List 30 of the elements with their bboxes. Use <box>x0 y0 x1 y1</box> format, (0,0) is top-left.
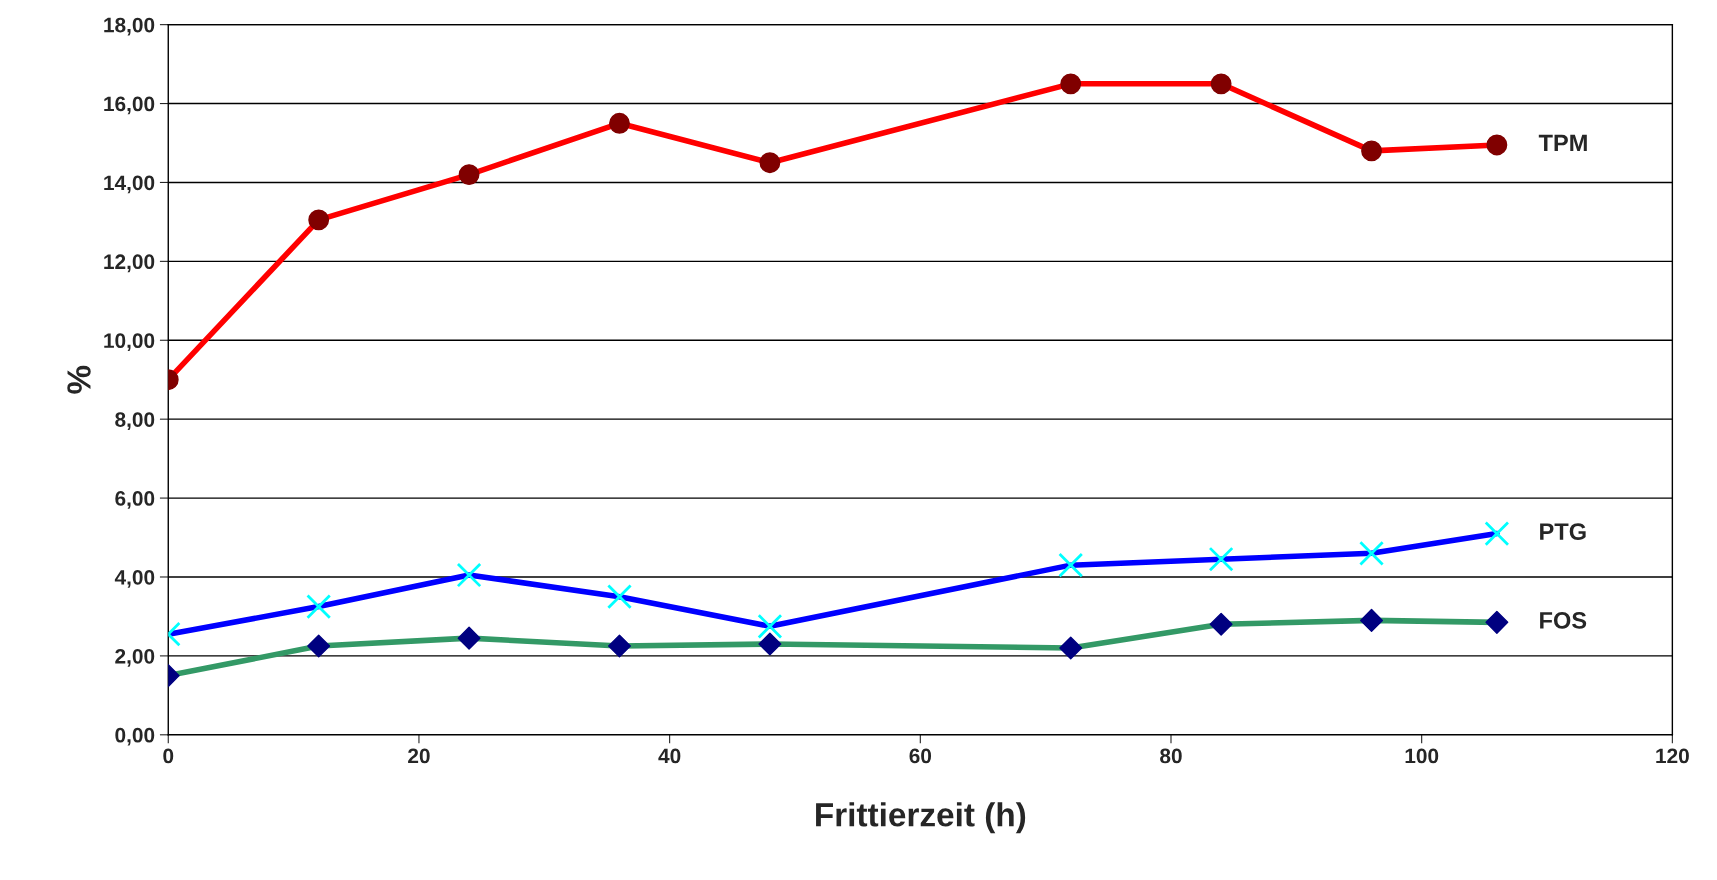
y-tick-label: 10,00 <box>104 333 155 352</box>
y-tick-label: 4,00 <box>114 569 155 588</box>
x-tick-label: 80 <box>1160 748 1182 764</box>
y-tick-label: 14,00 <box>104 175 155 194</box>
y-tick-label: 12,00 <box>104 254 155 273</box>
y-axis-title: % <box>67 365 91 394</box>
x-tick-label: 0 <box>163 748 174 764</box>
x-tick-label: 100 <box>1405 748 1439 764</box>
point <box>1058 552 1084 578</box>
x-tick-label: 20 <box>408 748 430 764</box>
y-tick-label: 16,00 <box>104 96 155 115</box>
x-tick-label: 60 <box>909 748 932 764</box>
x-tick-label: 120 <box>1656 748 1689 764</box>
x-tick-label: 40 <box>658 748 681 764</box>
y-tick-label: 2,00 <box>115 648 155 667</box>
y-tick-label: 8,00 <box>115 412 155 430</box>
y-tick-label: 6,00 <box>115 491 155 509</box>
point <box>757 613 783 639</box>
point <box>1484 521 1510 547</box>
point <box>306 594 332 620</box>
series-label: PTG <box>1540 523 1586 540</box>
y-tick-label: 0,00 <box>115 727 155 746</box>
point <box>1208 546 1234 572</box>
y-tick-label: 18,00 <box>104 17 155 36</box>
series-label: TPM <box>1538 134 1587 152</box>
point <box>606 584 632 610</box>
series-label: FOS <box>1540 611 1587 629</box>
x-axis-title: Frittierzeit (h) <box>816 802 1026 834</box>
point <box>456 562 482 588</box>
point <box>1359 540 1385 566</box>
